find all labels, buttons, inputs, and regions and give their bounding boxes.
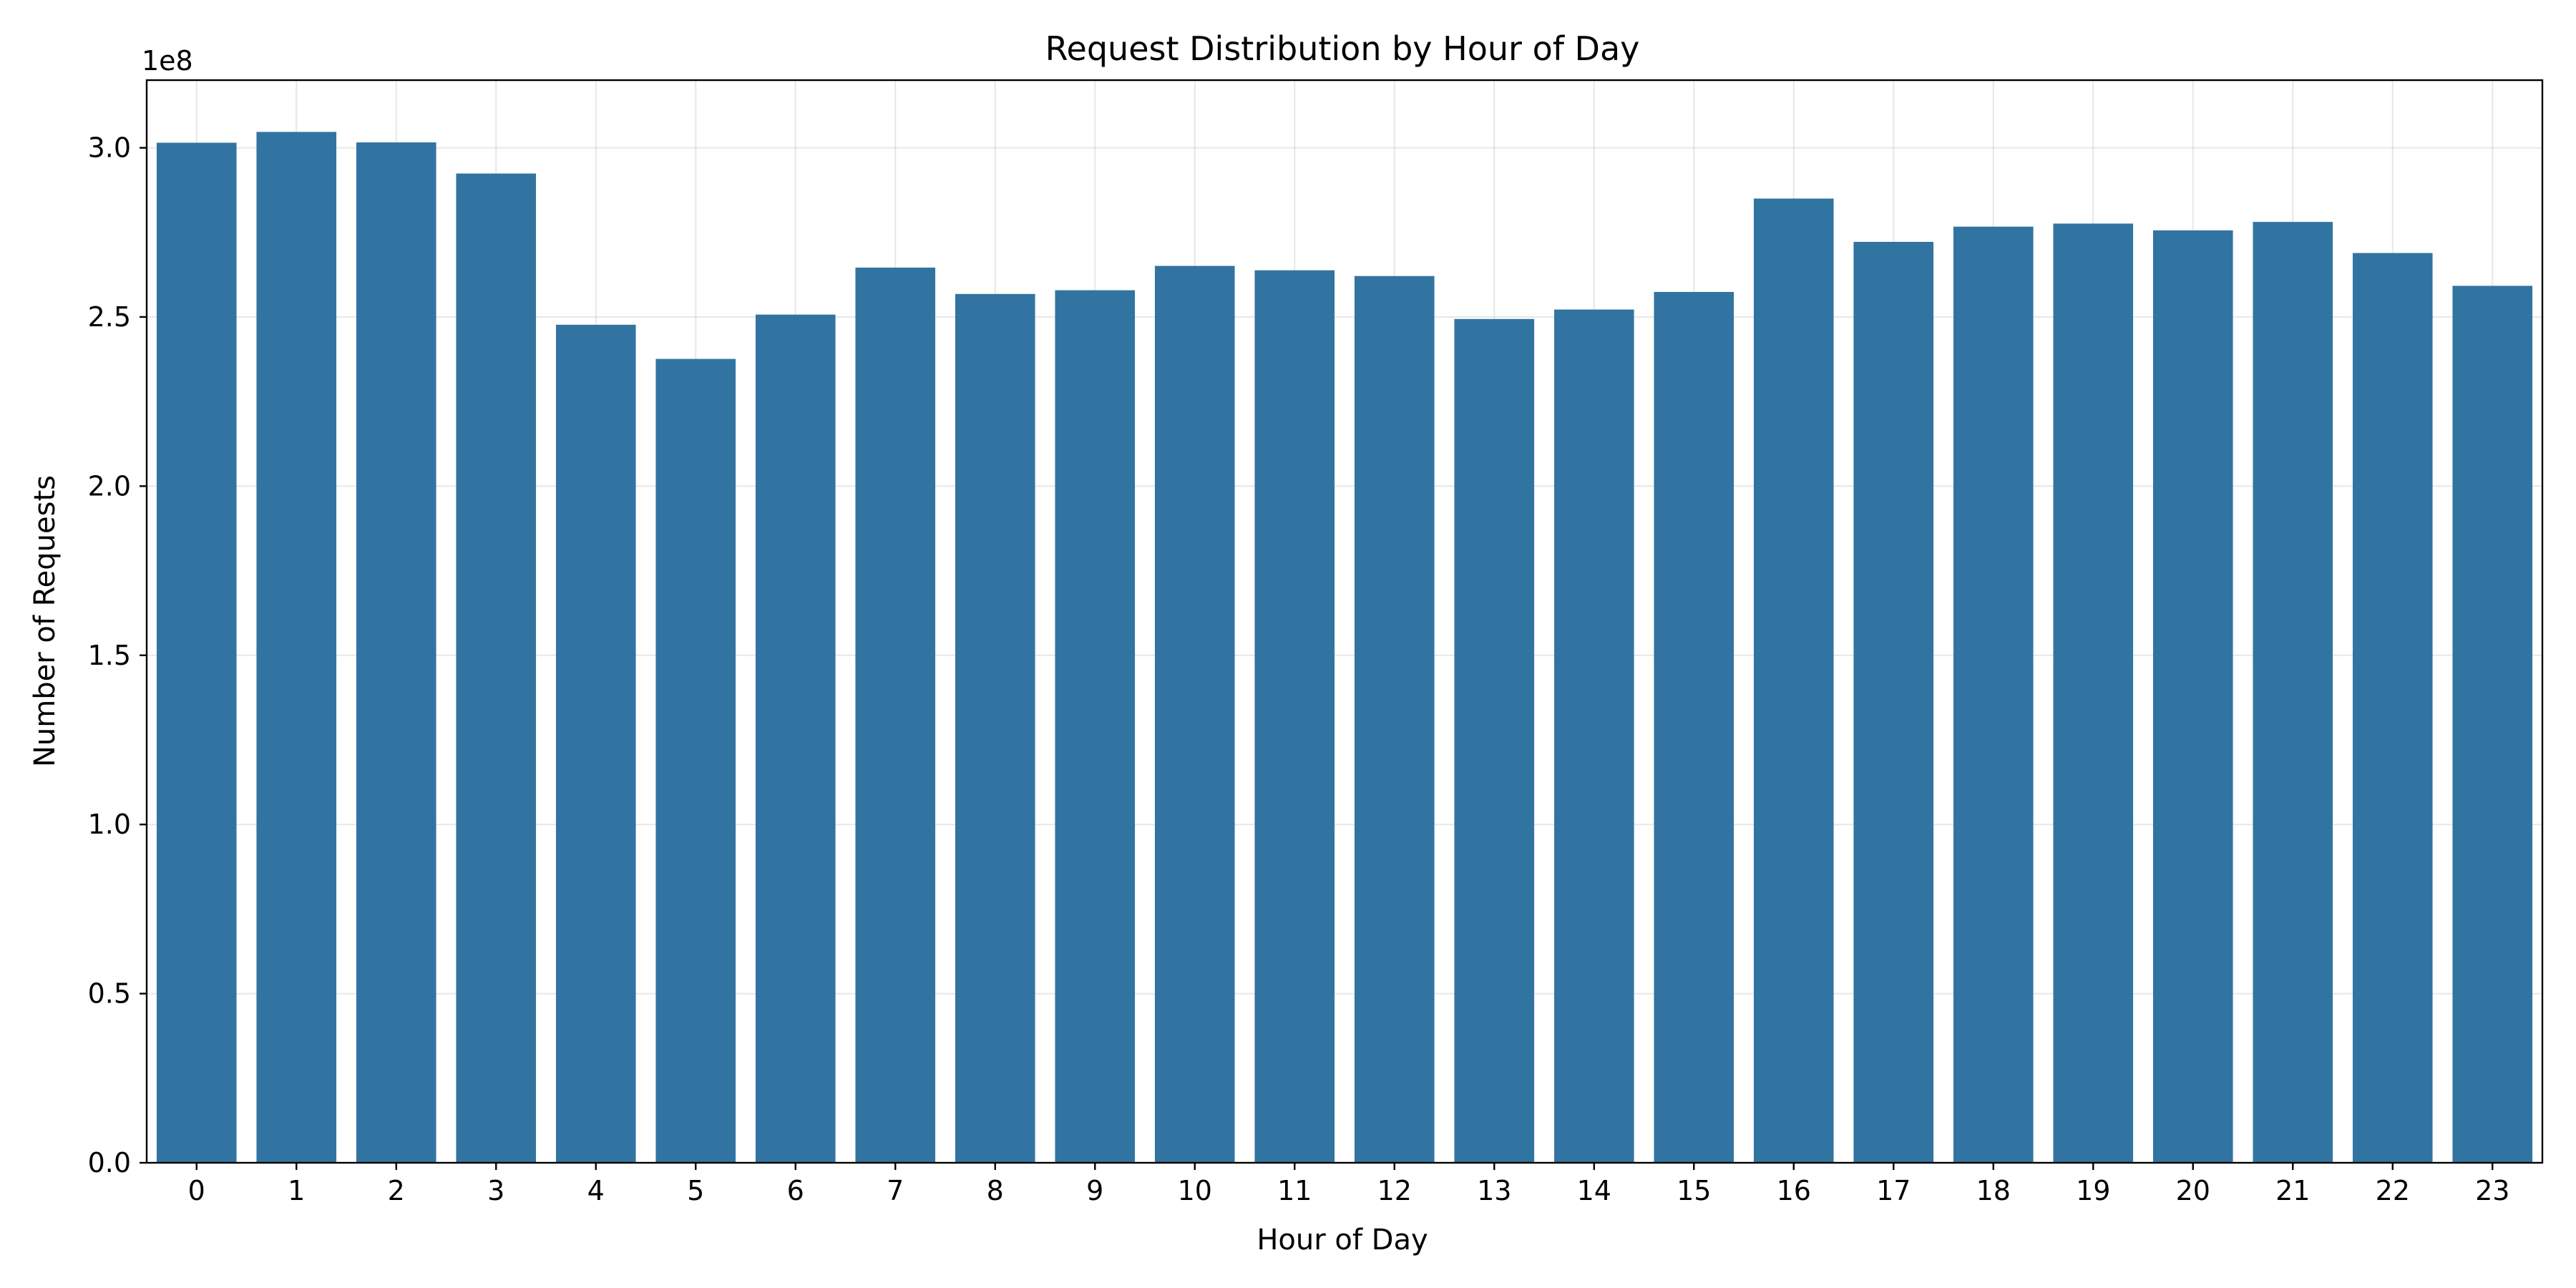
x-tick-label: 1 [288,1175,305,1206]
x-axis-ticks: 0 1 2 3 4 5 6 7 8 9 10 11 12 13 14 15 16 17 18 19 20 21 22 23 [188,1163,2509,1206]
bar-hour-5 [655,358,736,1163]
x-tick-label: 22 [2376,1175,2410,1206]
x-tick-label: 0 [188,1175,205,1206]
bar-hour-9 [1055,290,1136,1163]
x-tick-label: 8 [987,1175,1004,1206]
x-tick-label: 15 [1677,1175,1711,1206]
bar-hour-20 [2152,230,2233,1163]
bar-hour-8 [955,293,1035,1163]
y-tick-label: 2.5 [88,301,131,333]
x-tick-label: 14 [1577,1175,1611,1206]
x-tick-label: 16 [1777,1175,1811,1206]
x-tick-label: 3 [487,1175,504,1206]
x-tick-label: 23 [2475,1175,2509,1206]
y-tick-label: 2.0 [88,470,131,502]
x-tick-label: 12 [1377,1175,1412,1206]
bar-hour-3 [456,173,537,1163]
bar-hour-0 [156,142,237,1163]
bar-hour-13 [1454,318,1535,1163]
x-tick-label: 7 [887,1175,904,1206]
bar-hour-17 [1853,242,1934,1163]
y-axis-ticks: 0.0 0.5 1.0 1.5 2.0 2.5 3.0 [88,132,147,1179]
bar-hour-15 [1654,291,1735,1163]
bar-hour-7 [855,267,936,1163]
bar-hour-21 [2253,222,2333,1163]
y-tick-label: 1.0 [88,809,131,840]
bar-hour-23 [2452,286,2533,1163]
x-tick-label: 6 [787,1175,804,1206]
x-tick-label: 18 [1976,1175,2011,1206]
bar-hour-11 [1254,270,1335,1163]
bars [156,132,2533,1163]
bar-hour-1 [256,132,337,1163]
x-tick-label: 20 [2176,1175,2210,1206]
bar-hour-2 [356,142,436,1163]
x-tick-label: 4 [587,1175,605,1206]
x-tick-label: 19 [2076,1175,2110,1206]
bar-hour-4 [555,324,636,1163]
y-tick-label: 3.0 [88,132,131,164]
plot-frame [145,79,2544,1164]
bar-hour-16 [1753,198,1834,1163]
y-tick-label: 0.5 [88,978,131,1010]
x-tick-label: 11 [1277,1175,1312,1206]
x-tick-label: 9 [1086,1175,1103,1206]
y-tick-label: 1.5 [88,640,131,671]
bar-hour-19 [2053,223,2134,1163]
y-axis-label: Number of Requests [29,475,62,767]
x-tick-label: 2 [388,1175,405,1206]
bar-hour-14 [1553,309,1634,1163]
bar-hour-22 [2352,253,2433,1163]
bar-hour-10 [1154,265,1235,1163]
bar-hour-18 [1953,226,2034,1163]
bar-hour-12 [1354,275,1435,1163]
y-axis-offset-label: 1e8 [142,45,193,77]
chart-title: Request Distribution by Hour of Day [1045,29,1640,68]
x-tick-label: 17 [1876,1175,1911,1206]
x-tick-label: 5 [687,1175,704,1206]
x-tick-label: 21 [2275,1175,2310,1206]
bar-hour-6 [755,314,836,1163]
y-tick-label: 0.0 [88,1147,131,1179]
x-axis-label: Hour of Day [1257,1224,1428,1257]
x-tick-label: 10 [1178,1175,1212,1206]
x-tick-label: 13 [1477,1175,1511,1206]
